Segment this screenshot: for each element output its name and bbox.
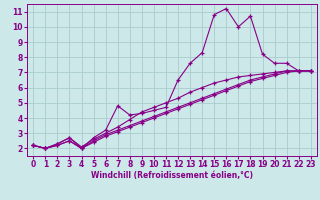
- X-axis label: Windchill (Refroidissement éolien,°C): Windchill (Refroidissement éolien,°C): [91, 171, 253, 180]
